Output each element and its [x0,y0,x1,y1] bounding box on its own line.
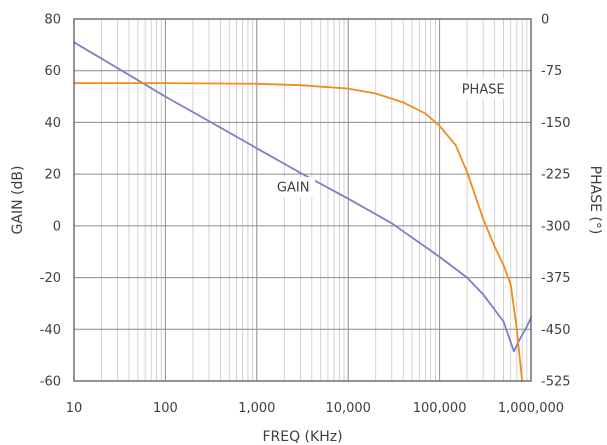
y-tick-label: -60 [40,375,61,390]
y-tick-label: 80 [44,13,61,28]
plot-frame [73,18,532,382]
x-tick-label: 100 [153,401,178,416]
y2-tick-label: -150 [541,116,571,131]
y2-axis-title: PHASE (°) [587,166,603,235]
y-tick-label: 20 [44,168,61,183]
y-tick-label: 40 [44,116,61,131]
y-tick-label: -20 [40,271,61,286]
y2-tick-label: -525 [541,375,571,390]
y2-tick-label: -450 [541,323,571,338]
annotation-phase: PHASE [462,82,505,97]
y-tick-label: -40 [40,323,61,338]
y-axis-title: GAIN (dB) [10,166,26,235]
x-tick-label: 1,000,000 [498,401,564,416]
series-line-phase [73,82,523,382]
x-tick-label: 10 [66,401,83,416]
y-tick-label: 0 [53,219,61,234]
x-axis-title: FREQ (KHz) [262,429,342,445]
grid [73,18,532,382]
annotation-bg [456,78,510,99]
tick-labels: 10 100 1,000 10,000 100,000 1,000,000 -60 -40 -2… [40,13,571,417]
annotations: PHASE GAIN [271,78,510,198]
y2-tick-label: -75 [541,64,562,79]
y2-tick-label: -300 [541,219,571,234]
y2-tick-label: -375 [541,271,571,286]
x-tick-label: 100,000 [413,401,467,416]
x-tick-label: 1,000 [238,401,275,416]
annotation-bg [271,177,316,198]
y2-tick-label: 0 [541,13,549,28]
y-tick-label: 60 [44,64,61,79]
annotation-gain: GAIN [277,181,310,196]
series-line-gain [73,41,532,353]
x-tick-label: 10,000 [325,401,371,416]
y2-tick-label: -225 [541,168,571,183]
series-layer [73,41,532,382]
